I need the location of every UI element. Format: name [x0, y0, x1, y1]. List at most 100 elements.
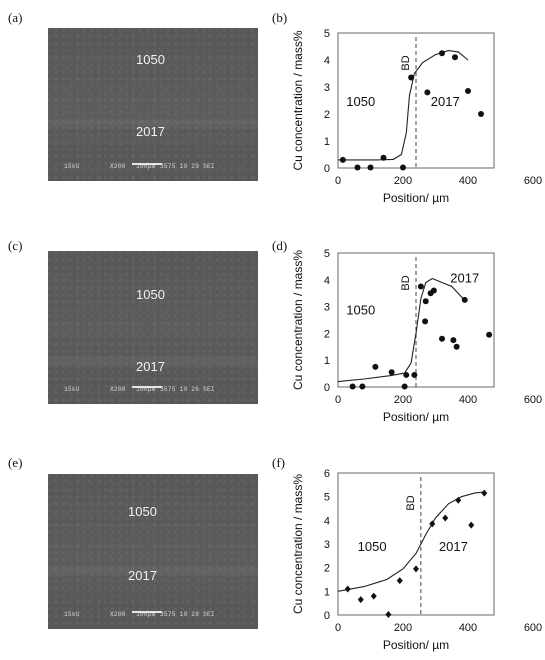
fit-curve: [337, 491, 485, 592]
y-tick-label: 5: [324, 248, 330, 260]
panel-label-f: (f): [272, 455, 285, 470]
data-point: [411, 371, 418, 378]
data-point: [424, 89, 431, 96]
data-point: [385, 611, 392, 619]
y-tick-label: 5: [324, 492, 330, 504]
sem-scale: 100µm: [136, 611, 156, 618]
region-label: 2017: [450, 270, 479, 285]
data-point: [354, 164, 361, 171]
data-point: [401, 383, 408, 390]
sem-info-bar: 15kU X200 100µm 3575 10 28 SEI: [48, 611, 258, 623]
x-tick-label: 600: [524, 394, 542, 406]
scale-bar: [132, 611, 162, 613]
data-point: [468, 521, 475, 529]
data-point: [450, 337, 457, 344]
data-point: [430, 287, 437, 294]
fit-curve: [338, 50, 469, 161]
panel-label-e: (e): [8, 455, 23, 470]
sem-texture: [48, 28, 258, 181]
data-point: [388, 369, 395, 376]
sem-scale: 100µm: [136, 386, 156, 393]
scale-bar: [132, 163, 162, 165]
sem-label-lower: 2017: [136, 124, 165, 139]
data-point: [453, 343, 460, 350]
data-point: [380, 154, 387, 161]
x-axis-label: Position/ µm: [383, 191, 449, 205]
interface-band: [48, 564, 258, 578]
y-tick-label: 3: [324, 82, 330, 94]
sem-magnification: X200: [110, 163, 126, 170]
data-point: [349, 383, 356, 390]
sem-label-upper: 1050: [136, 52, 165, 67]
x-tick-label: 400: [459, 622, 477, 634]
y-tick-label: 5: [324, 28, 330, 40]
y-axis-label: Cu concentration / mass%: [291, 250, 305, 390]
fit-curve: [337, 277, 464, 383]
region-label: 2017: [439, 539, 468, 554]
plot-frame: [337, 472, 495, 616]
sem-image-id: 3575 10 29 SEI: [160, 163, 215, 170]
sem-image-e: 1050 2017 15kU X200 100µm 3575 10 28 SEI: [48, 474, 258, 629]
x-tick-label: 200: [394, 622, 412, 634]
y-tick-label: 2: [324, 109, 330, 121]
data-point: [422, 298, 429, 305]
x-axis-label: Position/ µm: [383, 638, 449, 652]
interface-band: [48, 116, 258, 130]
sem-scale: 100µm: [136, 163, 156, 170]
sem-image-id: 3575 10 26 SEI: [160, 386, 215, 393]
data-point: [370, 592, 377, 600]
y-tick-label: 0: [324, 382, 330, 394]
y-tick-label: 2: [324, 563, 330, 575]
data-point: [429, 520, 436, 528]
data-point: [408, 74, 415, 81]
sem-magnification: X200: [110, 386, 126, 393]
sem-image-c: 1050 2017 15kU X200 100µm 3575 10 26 SEI: [48, 251, 258, 404]
panel-label-d: (d): [272, 238, 288, 253]
data-point: [417, 283, 424, 290]
data-point: [442, 514, 449, 522]
data-point: [422, 318, 429, 325]
panel-label-a: (a): [8, 10, 23, 25]
y-tick-label: 1: [324, 136, 330, 148]
cu-profile-chart-b: 0 200 400 600 0 1 2 3 4 5 Position/ µm Cu concentra…: [291, 28, 542, 205]
sem-texture: [48, 474, 258, 629]
data-point: [372, 363, 379, 370]
data-point: [400, 164, 406, 171]
y-tick-label: 4: [324, 275, 330, 287]
cu-profile-chart-f: 0 200 400 600 0 1 2 3 4 5 6 Position/ µm Cu concentr…: [291, 468, 542, 652]
panel-label-c: (c): [8, 238, 23, 253]
data-point: [439, 50, 445, 57]
data-point: [403, 371, 410, 378]
y-tick-label: 4: [324, 515, 330, 527]
x-tick-label: 600: [524, 175, 542, 187]
data-point: [439, 335, 445, 342]
sem-image-id: 3575 10 28 SEI: [160, 611, 215, 618]
data-point: [455, 496, 462, 504]
y-tick-label: 4: [324, 55, 330, 67]
boundary-label: BD: [400, 55, 412, 70]
data-point: [357, 596, 364, 604]
sem-label-lower: 2017: [128, 568, 157, 583]
sem-magnification: X200: [110, 611, 126, 618]
data-point: [461, 296, 468, 303]
sem-label-upper: 1050: [136, 287, 165, 302]
interface-band: [48, 355, 258, 369]
data-point: [452, 54, 458, 61]
sem-label-upper: 1050: [128, 504, 157, 519]
y-tick-label: 3: [324, 539, 330, 551]
data-point: [396, 577, 403, 585]
plot-frame: [337, 32, 495, 169]
panel-label-b: (b): [272, 10, 288, 25]
y-axis-label: Cu concentration / mass%: [291, 474, 305, 614]
data-point: [359, 383, 366, 390]
region-label: 1050: [346, 303, 375, 318]
data-point: [465, 88, 471, 95]
region-label: 1050: [346, 94, 375, 109]
y-tick-label: 0: [324, 610, 330, 622]
x-tick-label: 400: [459, 175, 477, 187]
data-point: [367, 164, 374, 171]
sem-info-bar: 15kU X200 100µm 3575 10 26 SEI: [48, 386, 258, 398]
data-point: [486, 331, 493, 338]
y-axis-label: Cu concentration / mass%: [291, 30, 305, 170]
scale-bar: [132, 386, 162, 388]
